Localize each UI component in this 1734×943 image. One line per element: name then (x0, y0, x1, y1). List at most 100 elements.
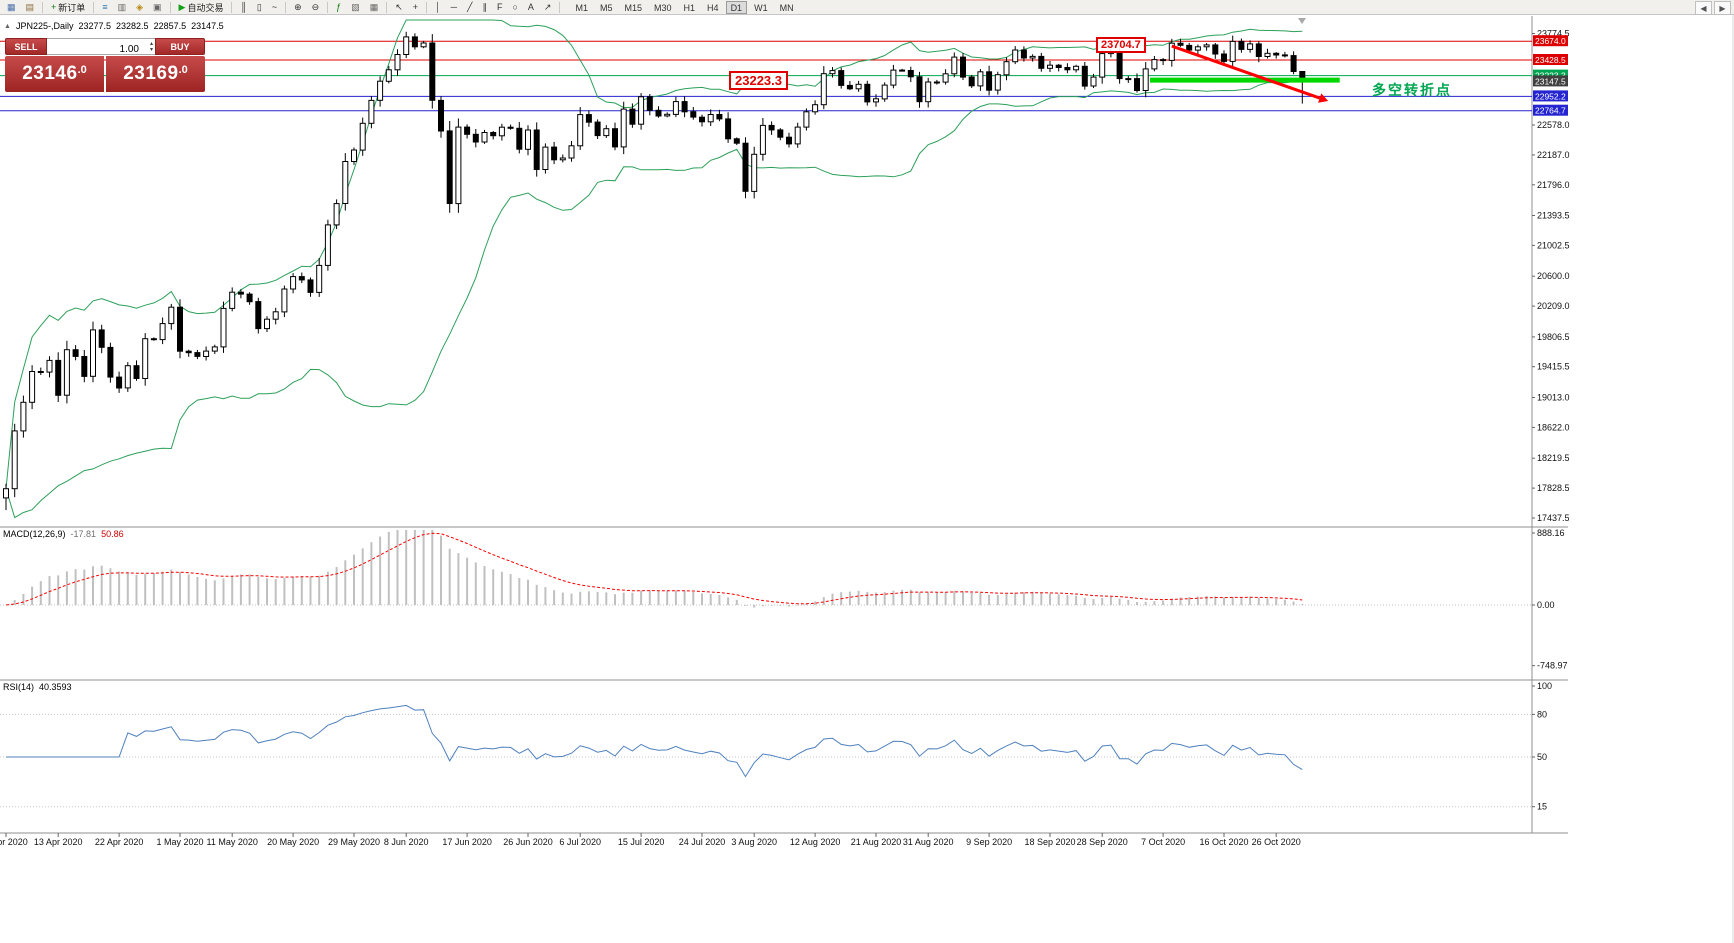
svg-text:31 Aug 2020: 31 Aug 2020 (903, 837, 954, 847)
grid-button[interactable]: ▦ (366, 1, 383, 14)
rsi-name: RSI(14) (3, 682, 35, 692)
one-click-collapse-icon[interactable]: ▲ (4, 22, 11, 30)
timeframe-m5-button[interactable]: M5 (599, 2, 613, 13)
new-order-icon: + (51, 1, 57, 12)
trendline-button[interactable]: ╱ (463, 1, 476, 14)
cursor-icon: ↖ (395, 1, 403, 12)
svg-text:50: 50 (1537, 752, 1547, 762)
candles (3, 31, 1306, 511)
timeframe-h1-button[interactable]: H1 (683, 2, 696, 13)
channel-button[interactable]: ∥ (478, 1, 491, 14)
svg-text:17828.5: 17828.5 (1537, 483, 1570, 493)
turning-point-text[interactable]: 多空转折点 (1372, 82, 1452, 98)
toolbar-overflow-right-button[interactable]: ▶ (1714, 1, 1731, 15)
zoom-in-icon: ⊕ (294, 1, 302, 12)
ask-main: 23169 (123, 63, 179, 84)
text-icon: A (527, 1, 534, 12)
arrows-button[interactable]: ↗ (540, 1, 556, 14)
market-watch-icon: ≡ (102, 1, 108, 12)
timeframe-w1-button[interactable]: W1 (754, 2, 768, 13)
terminal-button[interactable]: ▣ (149, 1, 166, 14)
bid-price[interactable]: 23146 .0 (5, 56, 104, 92)
timeframe-mn-button[interactable]: MN (779, 2, 794, 13)
toolbar-overflow-left-button[interactable]: ◀ (1695, 1, 1712, 15)
fibonacci-button[interactable]: F (493, 1, 507, 14)
timeframe-d1-button[interactable]: D1 (725, 0, 748, 14)
svg-text:15 Jul 2020: 15 Jul 2020 (618, 837, 665, 847)
volume-down-icon[interactable]: ▾ (149, 46, 153, 53)
svg-text:26 Jun 2020: 26 Jun 2020 (503, 837, 553, 847)
svg-text:20600.0: 20600.0 (1537, 271, 1570, 281)
market-watch-button[interactable]: ≡ (98, 1, 111, 14)
symbol-period-label: JPN225-,Daily (15, 21, 74, 31)
candle-chart-button[interactable]: ▯ (253, 1, 266, 14)
timeframe-toolbar: M1 M5 M15 M30 H1 H4 D1 W1 MN (569, 0, 799, 14)
grid-icon: ▦ (369, 1, 379, 12)
timeframe-h4-button[interactable]: H4 (707, 2, 719, 13)
ellipse-button[interactable]: ○ (508, 1, 521, 14)
zoom-in-button[interactable]: ⊕ (290, 1, 306, 14)
cursor-button[interactable]: ↖ (391, 1, 407, 14)
vertical-line-button[interactable]: │ (431, 1, 445, 14)
svg-text:13 Apr 2020: 13 Apr 2020 (34, 837, 83, 847)
toolbar-separator (327, 1, 329, 13)
drawn-objects[interactable] (1150, 44, 1340, 103)
svg-text:21 Aug 2020: 21 Aug 2020 (851, 837, 902, 847)
arrow-icon: ↗ (543, 1, 552, 12)
svg-text:22952.2: 22952.2 (1535, 91, 1566, 101)
ask-price[interactable]: 23169 .0 (106, 56, 205, 92)
timeframe-m1-button[interactable]: M1 (575, 2, 588, 13)
autotrading-icon: ▶ (178, 1, 186, 12)
timeframe-m30-button[interactable]: M30 (654, 2, 672, 13)
rsi-axis[interactable]: 100 80 50 15 (1532, 681, 1552, 812)
autotrading-button[interactable]: ▶ 自动交易 (175, 1, 228, 14)
support-price-label[interactable]: 23223.3 (729, 71, 788, 90)
toolbar-overflow: ◀ ▶ (1693, 1, 1731, 15)
navigator-button[interactable]: ◈ (132, 1, 147, 14)
timeframe-m15-button[interactable]: M15 (624, 2, 643, 13)
data-window-button[interactable]: ▥ (114, 1, 131, 14)
volume-input[interactable] (47, 42, 155, 57)
toolbar-separator (93, 1, 95, 13)
svg-text:22764.7: 22764.7 (1535, 106, 1566, 116)
volume-up-icon[interactable]: ▴ (149, 40, 153, 47)
ohlc-close: 23147.5 (191, 21, 224, 31)
toolbar-separator (559, 1, 561, 13)
line-chart-button[interactable]: ~ (268, 1, 281, 14)
trendline-icon: ╱ (467, 1, 473, 12)
horizontal-line-button[interactable]: ─ (447, 1, 461, 14)
price-axis[interactable]: 23774.5 22578.0 22187.0 21796.0 21393.5 21002… (1532, 29, 1570, 524)
zoom-out-button[interactable]: ⊖ (308, 1, 324, 14)
sell-button[interactable]: SELL (5, 38, 47, 55)
rsi-value: 40.3593 (39, 682, 72, 692)
svg-text:0.00: 0.00 (1537, 600, 1555, 610)
bar-chart-button[interactable]: ║ (236, 1, 250, 14)
new-chart-button[interactable]: ▦ (3, 1, 20, 14)
time-axis[interactable]: 3 Apr 2020 13 Apr 2020 22 Apr 2020 1 May 20… (0, 833, 1301, 847)
new-order-button[interactable]: + 新订单 (47, 1, 89, 14)
ohlc-low: 22857.5 (153, 21, 187, 31)
candlestick-icon: ▯ (256, 1, 262, 12)
macd-axis[interactable]: 888.16 0.00 -748.97 (1532, 528, 1568, 671)
indicators-button[interactable]: ƒ (332, 1, 345, 14)
svg-text:19415.5: 19415.5 (1537, 362, 1570, 372)
buy-button[interactable]: BUY (155, 38, 205, 55)
ohlc-open: 23277.5 (78, 21, 112, 31)
svg-text:18622.0: 18622.0 (1537, 422, 1570, 432)
svg-text:21002.5: 21002.5 (1537, 240, 1570, 250)
volume-field[interactable]: ▴ ▾ (47, 38, 155, 57)
svg-text:29 May 2020: 29 May 2020 (328, 837, 380, 847)
volume-spinner[interactable]: ▴ ▾ (150, 39, 153, 54)
swing-high-price-label[interactable]: 23704.7 (1096, 37, 1146, 53)
templates-button[interactable]: ▧ (347, 1, 364, 14)
text-button[interactable]: A (524, 1, 538, 14)
svg-text:21796.0: 21796.0 (1537, 180, 1570, 190)
svg-text:1 May 2020: 1 May 2020 (156, 837, 203, 847)
profiles-button[interactable]: ▤ (22, 1, 39, 14)
horizontal-level-lines[interactable] (0, 40, 1532, 112)
crosshair-icon: + (412, 1, 419, 12)
crosshair-button[interactable]: + (409, 1, 422, 14)
fibonacci-icon: F (496, 1, 503, 12)
